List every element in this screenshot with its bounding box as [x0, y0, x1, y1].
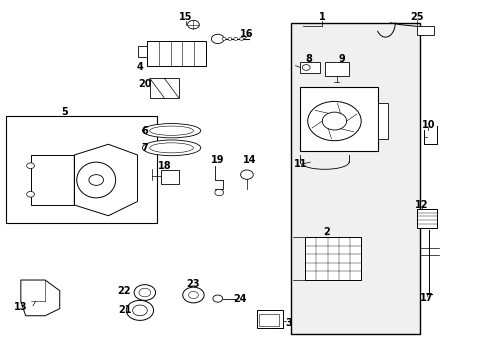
Text: 19: 19 — [211, 156, 224, 165]
Text: 5: 5 — [61, 107, 68, 117]
Text: 13: 13 — [14, 302, 27, 312]
Circle shape — [214, 189, 223, 196]
Circle shape — [183, 287, 203, 303]
Circle shape — [134, 285, 155, 300]
Circle shape — [227, 37, 231, 40]
Circle shape — [211, 34, 224, 44]
Circle shape — [233, 37, 237, 40]
Ellipse shape — [149, 143, 193, 153]
Text: 9: 9 — [338, 54, 345, 64]
Circle shape — [187, 20, 199, 29]
Text: 14: 14 — [242, 156, 256, 165]
Circle shape — [27, 163, 34, 168]
Text: 10: 10 — [421, 120, 434, 130]
Bar — [256, 310, 283, 328]
Text: 3: 3 — [285, 318, 291, 328]
Ellipse shape — [77, 162, 116, 198]
Circle shape — [212, 295, 222, 302]
Text: 20: 20 — [138, 78, 151, 89]
Circle shape — [27, 192, 34, 197]
Text: 18: 18 — [157, 161, 171, 171]
Text: 17: 17 — [419, 293, 433, 303]
Text: 2: 2 — [322, 227, 329, 237]
Text: 11: 11 — [293, 159, 306, 169]
Bar — [377, 103, 387, 139]
Circle shape — [239, 37, 243, 40]
Circle shape — [240, 170, 253, 179]
Text: 1: 1 — [318, 13, 325, 22]
Bar — [300, 62, 319, 73]
Text: 15: 15 — [179, 13, 192, 22]
Bar — [147, 41, 205, 66]
Text: 23: 23 — [186, 279, 200, 289]
Bar — [149, 78, 179, 98]
Bar — [305, 237, 361, 280]
Circle shape — [132, 305, 147, 316]
Circle shape — [89, 175, 103, 185]
Ellipse shape — [149, 126, 193, 135]
Text: 16: 16 — [240, 28, 253, 39]
Bar — [324, 62, 348, 76]
Bar — [161, 170, 179, 184]
Text: 6: 6 — [141, 126, 148, 136]
Text: 8: 8 — [305, 54, 311, 64]
Ellipse shape — [142, 140, 201, 156]
Bar — [137, 46, 147, 57]
Circle shape — [126, 300, 153, 320]
Circle shape — [188, 292, 198, 298]
Text: 7: 7 — [141, 143, 148, 153]
Ellipse shape — [142, 123, 201, 138]
Circle shape — [307, 102, 361, 141]
Circle shape — [222, 37, 225, 40]
Text: 21: 21 — [119, 305, 132, 315]
Bar — [300, 87, 377, 152]
Bar — [6, 116, 157, 223]
Bar — [290, 23, 419, 334]
Text: 24: 24 — [232, 294, 246, 303]
Circle shape — [322, 112, 346, 130]
Text: 4: 4 — [136, 63, 143, 72]
Text: 12: 12 — [414, 200, 428, 210]
Bar — [259, 314, 278, 327]
Bar — [416, 26, 433, 35]
Text: 22: 22 — [117, 287, 130, 296]
Bar — [416, 208, 436, 228]
Circle shape — [302, 64, 309, 70]
Bar — [30, 155, 74, 205]
Text: 25: 25 — [409, 13, 423, 22]
Circle shape — [139, 288, 150, 297]
